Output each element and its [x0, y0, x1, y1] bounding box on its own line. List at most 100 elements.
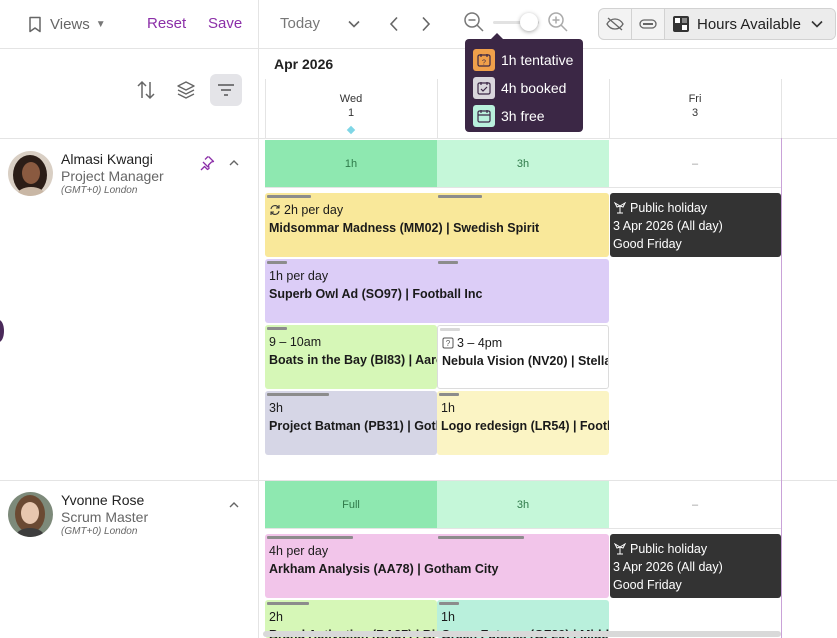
tentative-icon: ? — [473, 49, 495, 71]
person-timezone: (GMT+0) London — [61, 185, 138, 196]
availability-cell[interactable]: 3h — [437, 140, 609, 187]
holiday-icon — [613, 543, 627, 555]
booking-bar — [439, 393, 459, 396]
reset-button[interactable]: Reset — [147, 15, 187, 32]
sort-icon — [137, 80, 155, 100]
view-options-group: Hours Available — [598, 8, 836, 40]
booking-bar — [267, 327, 287, 330]
availability-cell[interactable]: – — [691, 157, 699, 170]
availability-cell[interactable]: Full — [265, 481, 437, 528]
availability-cell[interactable]: 1h — [265, 140, 437, 187]
view-mode-label: Hours Available — [697, 15, 801, 33]
compact-toggle-button[interactable] — [632, 9, 665, 39]
chevron-right-icon[interactable] — [421, 16, 431, 32]
person-timezone: (GMT+0) London — [61, 526, 138, 537]
booking-bar — [438, 195, 482, 198]
tooltip-row-booked: 4h booked — [473, 74, 575, 102]
person-role: Project Manager — [61, 168, 164, 184]
booking-title: Project Batman (PB31) | Goth — [269, 419, 437, 433]
person-yvonne-rose[interactable]: Yvonne Rose Scrum Master (GMT+0) London — [8, 492, 148, 538]
chevron-down-icon: ▼ — [95, 18, 106, 30]
free-icon — [473, 105, 495, 127]
booking-bar — [267, 195, 311, 198]
booking-block[interactable]: 1h per day Superb Owl Ad (SO97) | Footba… — [265, 259, 609, 323]
zoom-slider-thumb[interactable] — [520, 13, 538, 31]
day-header-wed[interactable]: Wed 1 — [265, 92, 437, 120]
person-almasi-kwangi[interactable]: Almasi Kwangi Project Manager (GMT+0) Lo… — [8, 151, 164, 197]
day-header-fri[interactable]: Fri 3 — [609, 92, 781, 120]
booking-title: Nebula Vision (NV20) | Stella — [442, 354, 609, 368]
today-marker — [346, 125, 356, 135]
views-label: Views — [50, 15, 90, 33]
hide-toggle-button[interactable] — [599, 9, 632, 39]
booking-block[interactable]: 2h per day Midsommar Madness (MM02) | Sw… — [265, 193, 609, 257]
sort-button[interactable] — [130, 74, 162, 106]
repeat-icon — [270, 205, 280, 215]
toolbar-divider — [258, 0, 259, 49]
chevron-down-icon — [348, 20, 360, 28]
row-divider — [265, 528, 781, 529]
tentative-icon: ? — [442, 337, 454, 349]
zoom-in-icon[interactable] — [547, 11, 569, 33]
heatmap-icon — [673, 16, 689, 32]
horizontal-scrollbar[interactable] — [263, 631, 781, 637]
booking-hours: ? 3 – 4pm — [442, 334, 608, 352]
booking-bar — [267, 261, 287, 264]
chevron-left-icon[interactable] — [389, 16, 399, 32]
tooltip-free: 3h free — [501, 108, 545, 124]
person-name: Almasi Kwangi — [61, 151, 153, 167]
booking-title: Boats in the Bay (BI83) | Aarc — [269, 353, 437, 367]
holiday-block[interactable]: Public holiday 3 Apr 2026 (All day) Good… — [610, 193, 781, 257]
booking-hours: 4h per day — [269, 544, 329, 558]
holiday-date: 3 Apr 2026 (All day) — [613, 560, 723, 574]
filter-button[interactable] — [210, 74, 242, 106]
column-divider — [609, 79, 610, 138]
chevron-up-icon[interactable] — [229, 159, 239, 166]
booking-bar — [439, 602, 459, 605]
column-divider — [781, 79, 782, 138]
zoom-slider-track — [493, 21, 539, 24]
availability-cell[interactable]: 3h — [437, 481, 609, 528]
zoom-out-icon[interactable] — [463, 11, 485, 33]
holiday-date: 3 Apr 2026 (All day) — [613, 219, 723, 233]
person-name: Yvonne Rose — [61, 492, 145, 508]
zoom-slider[interactable] — [493, 10, 539, 34]
booking-bar — [267, 393, 329, 396]
pin-icon[interactable] — [199, 155, 215, 171]
side-panel-handle[interactable] — [0, 320, 4, 342]
people-column — [0, 49, 259, 638]
today-dropdown[interactable]: Today — [280, 15, 360, 32]
availability-cell[interactable]: – — [691, 498, 699, 511]
availability-tooltip: ? 1h tentative 4h booked 3h free — [465, 33, 583, 132]
booking-hours: 1h — [441, 401, 455, 415]
booking-bar — [267, 536, 353, 539]
booked-icon — [473, 77, 495, 99]
day-weekday: Fri — [688, 93, 702, 105]
save-button[interactable]: Save — [208, 15, 243, 32]
booking-block[interactable]: 4h per day Arkham Analysis (AA78) | Goth… — [265, 534, 609, 598]
chevron-up-icon[interactable] — [229, 501, 239, 508]
group-button[interactable] — [170, 74, 202, 106]
column-divider — [437, 79, 438, 138]
booking-block[interactable]: 1h Logo redesign (LR54) | Footba — [437, 391, 609, 455]
svg-text:?: ? — [482, 60, 486, 67]
holiday-block[interactable]: Public holiday 3 Apr 2026 (All day) Good… — [610, 534, 781, 598]
views-dropdown[interactable]: Views ▼ — [28, 12, 106, 36]
day-date: 1 — [347, 107, 355, 119]
view-mode-dropdown[interactable]: Hours Available — [665, 9, 835, 39]
zoom-control — [463, 10, 569, 34]
day-weekday: Wed — [339, 93, 363, 105]
booking-hours: 3h — [269, 401, 283, 415]
svg-text:?: ? — [446, 339, 451, 348]
month-label: Apr 2026 — [274, 56, 334, 72]
booking-hours: 9 – 10am — [269, 335, 322, 349]
tooltip-booked: 4h booked — [501, 80, 567, 96]
booking-block[interactable]: 9 – 10am Boats in the Bay (BI83) | Aarc — [265, 325, 437, 389]
column-divider — [265, 79, 266, 138]
booking-bar — [267, 602, 309, 605]
booking-block-tentative[interactable]: ? 3 – 4pm Nebula Vision (NV20) | Stella — [437, 325, 609, 389]
booking-block[interactable]: 3h Project Batman (PB31) | Goth — [265, 391, 437, 455]
pill-icon — [639, 19, 657, 29]
booking-hours: 1h per day — [269, 269, 329, 283]
booking-hours: 1h — [441, 610, 455, 624]
